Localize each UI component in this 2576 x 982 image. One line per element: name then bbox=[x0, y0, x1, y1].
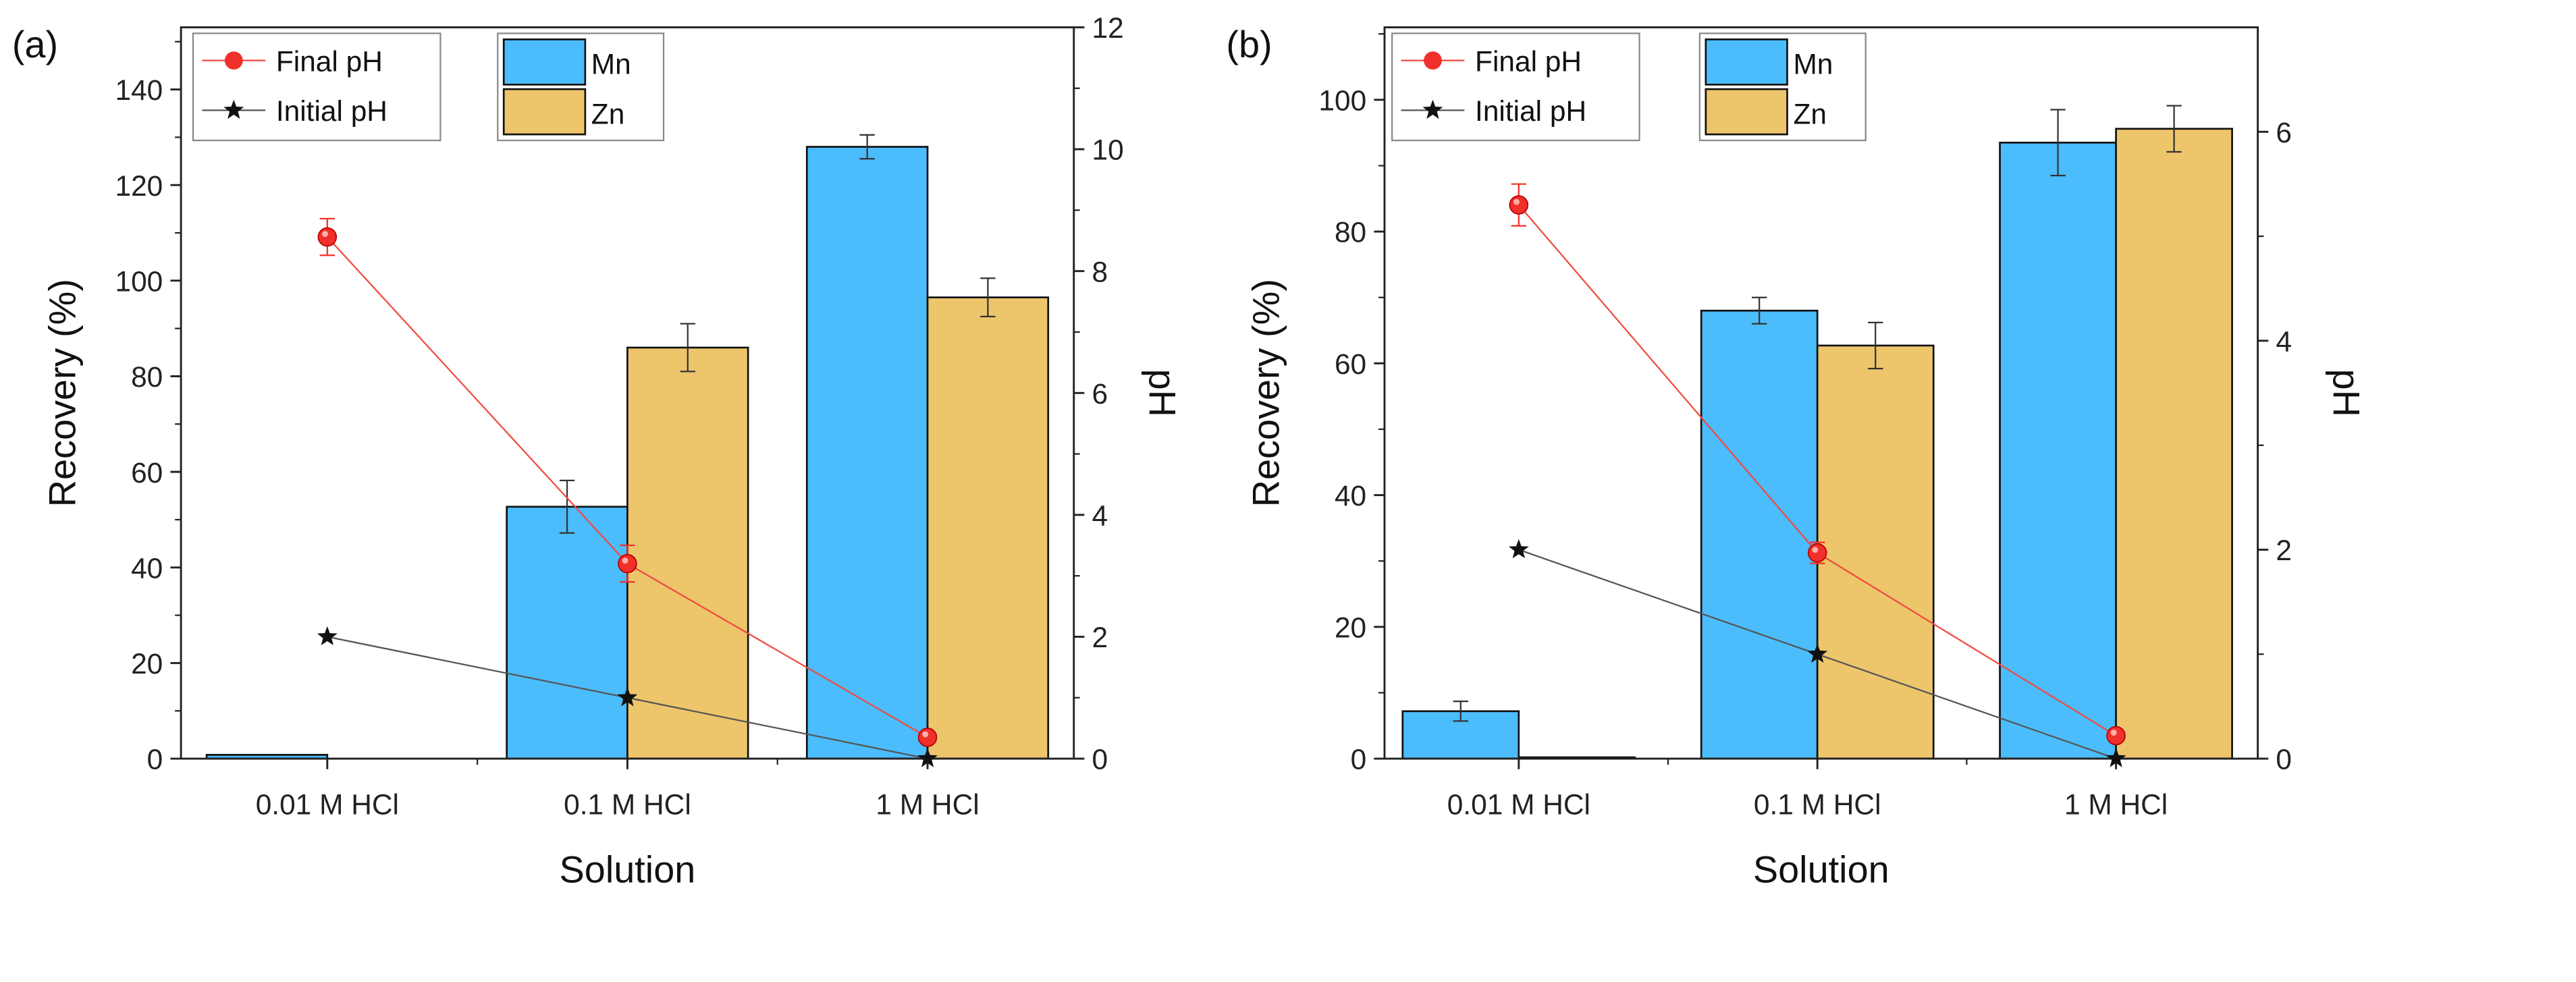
legend-metals: Mn Zn bbox=[497, 32, 665, 142]
error-bar bbox=[559, 479, 575, 534]
legend-mn-swatch bbox=[502, 38, 587, 86]
panel-label: (b) bbox=[1226, 23, 1272, 65]
legend-box bbox=[1391, 32, 1640, 142]
chart-panel-a: 0 20 40 60 80 100 120 140 0 2 4 6 8 10 12 0.01 M HCl 0.1… bbox=[12, 12, 1184, 890]
final-ph-point bbox=[317, 227, 338, 247]
y-axis-label: Recovery (%) bbox=[41, 279, 84, 507]
y-tick-label: 40 bbox=[1335, 480, 1366, 512]
y2-tick-label: 8 bbox=[1092, 256, 1108, 288]
y-tick-label: 80 bbox=[131, 361, 163, 393]
legend-initial-marker bbox=[223, 99, 244, 119]
bar-zn bbox=[626, 346, 749, 760]
error-bar bbox=[1868, 321, 1883, 370]
final-ph-point bbox=[917, 728, 938, 747]
chart-panel-b: 0 20 40 60 80 100 0 2 4 6 0.01 M HCl 0.1 M HCl 1 M H… bbox=[1226, 23, 2367, 890]
bar-zn bbox=[1816, 344, 1935, 760]
y2-tick-label: 4 bbox=[2276, 326, 2292, 358]
y2-tick-label: 10 bbox=[1092, 134, 1124, 166]
legend-zn-label: Zn bbox=[591, 98, 625, 130]
y-tick-label: 80 bbox=[1335, 217, 1366, 248]
final-ph-point bbox=[1807, 543, 1827, 563]
final-ph-point bbox=[618, 553, 637, 574]
y2-tick-label: 12 bbox=[1092, 12, 1124, 44]
error-bar bbox=[1752, 296, 1767, 325]
y2-tick-label: 0 bbox=[1092, 744, 1108, 775]
legend-initial-label: Initial pH bbox=[276, 95, 387, 127]
legend-zn-label: Zn bbox=[1793, 98, 1827, 130]
final-ph-point bbox=[2106, 726, 2126, 746]
y2-tick-label: 4 bbox=[1092, 500, 1108, 532]
legend-zn-swatch bbox=[1705, 88, 1788, 136]
y2-tick-label: 6 bbox=[2276, 117, 2292, 148]
y-tick-label: 140 bbox=[115, 74, 163, 106]
y-axis-label: Recovery (%) bbox=[1245, 279, 1287, 507]
x-tick-label: 0.1 M HCl bbox=[564, 789, 691, 821]
x-axis-label: Solution bbox=[560, 848, 696, 890]
legend-initial-label: Initial pH bbox=[1475, 95, 1586, 127]
legend-final-label: Final pH bbox=[1475, 45, 1582, 77]
initial-ph-point bbox=[317, 626, 338, 646]
legend-zn-swatch bbox=[502, 88, 587, 136]
initial-ph-point bbox=[1508, 539, 1529, 559]
y2-tick-label: 2 bbox=[2276, 535, 2292, 566]
y-tick-label: 40 bbox=[131, 552, 163, 584]
x-tick-label: 0.1 M HCl bbox=[1754, 789, 1881, 821]
panel-label: (a) bbox=[12, 23, 58, 65]
y-tick-label: 120 bbox=[115, 170, 163, 202]
point-highlight bbox=[1812, 547, 1819, 553]
y2-tick-label: 2 bbox=[1092, 622, 1108, 653]
bar-mn bbox=[1700, 309, 1819, 760]
point-highlight bbox=[1513, 198, 1520, 205]
y2-axis-label: pH bbox=[2325, 369, 2367, 417]
error-bar bbox=[980, 277, 996, 318]
error-bar bbox=[859, 134, 875, 160]
bar-mn bbox=[1999, 141, 2117, 760]
y-tick-label: 20 bbox=[1335, 611, 1366, 643]
y2-tick-label: 0 bbox=[2276, 744, 2292, 775]
initial-ph-point bbox=[917, 748, 938, 767]
x-tick-label: 1 M HCl bbox=[876, 789, 979, 821]
final-ph-point bbox=[1509, 195, 1529, 215]
legend-metals: Mn Zn bbox=[1698, 32, 1867, 142]
y-tick-label: 20 bbox=[131, 648, 163, 680]
error-bar bbox=[680, 323, 695, 373]
y-tick-label: 100 bbox=[115, 265, 163, 297]
initial-ph-point bbox=[617, 687, 638, 707]
x-tick-label: 0.01 M HCl bbox=[1447, 789, 1590, 821]
legend-box bbox=[192, 32, 441, 142]
legend-ph: Final pH Initial pH bbox=[1391, 32, 1640, 142]
point-highlight bbox=[922, 731, 929, 738]
point-highlight bbox=[322, 231, 328, 238]
bar-zn bbox=[2115, 128, 2233, 760]
error-bar bbox=[2166, 105, 2182, 153]
point-highlight bbox=[622, 557, 628, 564]
y-tick-label: 60 bbox=[131, 457, 163, 489]
legend-final-marker bbox=[224, 51, 243, 70]
error-bar bbox=[1453, 701, 1468, 722]
legend-mn-label: Mn bbox=[591, 49, 631, 80]
legend-ph: Final pH Initial pH bbox=[192, 32, 441, 142]
y-tick-label: 0 bbox=[147, 744, 163, 775]
x-tick-label: 0.01 M HCl bbox=[256, 789, 399, 821]
bar-zn bbox=[926, 296, 1050, 760]
y2-axis-label: pH bbox=[1141, 369, 1183, 417]
legend-mn-swatch bbox=[1705, 38, 1788, 86]
legend-final-marker bbox=[1424, 51, 1442, 70]
initial-ph-point bbox=[1807, 643, 1828, 663]
point-highlight bbox=[2110, 730, 2117, 736]
plot-frame bbox=[1383, 26, 2259, 760]
bar-mn bbox=[805, 146, 929, 760]
x-axis-label: Solution bbox=[1753, 848, 1889, 890]
legend-final-label: Final pH bbox=[276, 45, 383, 77]
error-bar bbox=[2050, 109, 2066, 177]
y2-tick-label: 6 bbox=[1092, 378, 1108, 410]
y-tick-label: 100 bbox=[1318, 85, 1366, 117]
legend-mn-label: Mn bbox=[1793, 49, 1833, 80]
y-tick-label: 60 bbox=[1335, 348, 1366, 380]
legend-initial-marker bbox=[1422, 99, 1443, 119]
x-tick-label: 1 M HCl bbox=[2064, 789, 2168, 821]
y-tick-label: 0 bbox=[1351, 744, 1367, 775]
initial-ph-point bbox=[2105, 748, 2126, 767]
